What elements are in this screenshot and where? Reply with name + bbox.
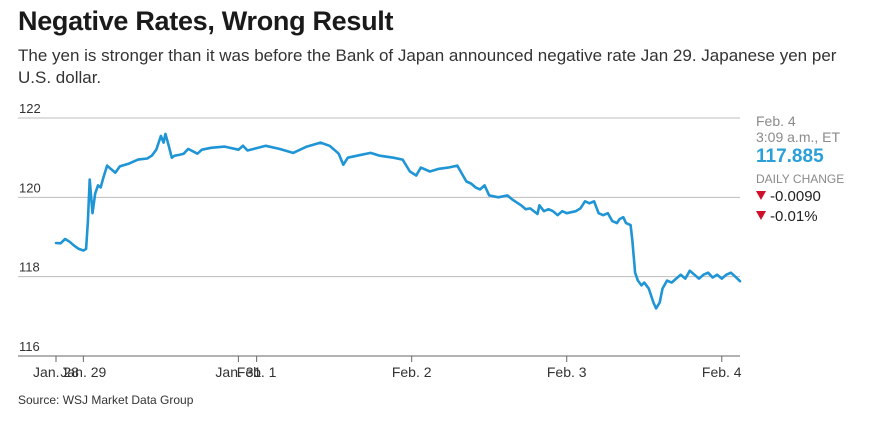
daily-change-abs-value: -0.0090 bbox=[770, 188, 821, 205]
chart-title: Negative Rates, Wrong Result bbox=[18, 6, 394, 36]
readout-value: 117.885 bbox=[756, 146, 824, 167]
x-tick-label: Feb. 3 bbox=[547, 364, 587, 380]
down-arrow-icon bbox=[756, 191, 766, 200]
x-tick-label: Feb. 2 bbox=[392, 364, 432, 380]
daily-change-pct-value: -0.01% bbox=[770, 208, 818, 225]
y-tick-label: 120 bbox=[19, 180, 41, 195]
y-tick-label: 118 bbox=[19, 260, 40, 275]
x-tick-label: Feb. 1 bbox=[237, 364, 277, 380]
x-tick-label: Jan. 28 bbox=[33, 364, 79, 380]
x-tick-label: Feb. 4 bbox=[702, 364, 742, 380]
daily-change-abs: -0.0090 bbox=[756, 187, 866, 207]
readout-time: 3:09 a.m., ET bbox=[756, 129, 841, 145]
latest-readout: Feb. 4 3:09 a.m., ET 117.885 DAILY CHANG… bbox=[756, 113, 866, 227]
x-tick-label: Jan. 29 bbox=[60, 364, 106, 380]
y-tick-label: 116 bbox=[19, 339, 40, 354]
daily-change-label: DAILY CHANGE bbox=[756, 172, 845, 186]
gridlines bbox=[18, 117, 740, 357]
y-axis-ticks: 116 118 120 122 bbox=[19, 101, 41, 354]
x-tick-label: Jan. 31 bbox=[215, 364, 261, 380]
y-tick-label: 122 bbox=[19, 101, 41, 116]
series-layer bbox=[54, 132, 742, 310]
readout-date: Feb. 4 bbox=[756, 113, 796, 129]
daily-change-pct: -0.01% bbox=[756, 207, 866, 227]
chart-subtitle: The yen is stronger than it was before t… bbox=[18, 46, 837, 87]
series-line-usd-jpy bbox=[54, 132, 742, 310]
down-arrow-icon bbox=[756, 211, 766, 220]
source-note: Source: WSJ Market Data Group bbox=[18, 393, 194, 407]
